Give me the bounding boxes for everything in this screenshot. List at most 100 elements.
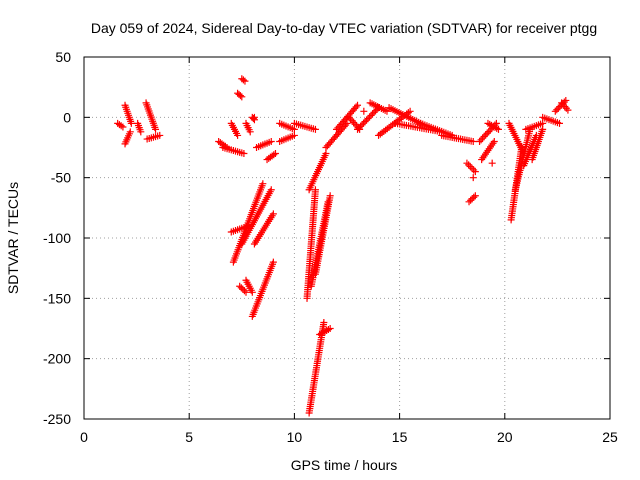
data-point bbox=[383, 107, 391, 115]
data-point bbox=[494, 125, 502, 133]
data-point bbox=[270, 151, 278, 159]
chart-title: Day 059 of 2024, Sidereal Day-to-day VTE… bbox=[91, 20, 597, 36]
x-tick-label: 10 bbox=[287, 429, 303, 445]
y-tick-label: -150 bbox=[43, 290, 71, 306]
y-tick-label: 50 bbox=[55, 49, 71, 65]
data-point bbox=[360, 107, 368, 115]
data-point bbox=[236, 282, 244, 290]
data-point bbox=[488, 159, 496, 167]
data-point bbox=[470, 166, 478, 174]
data-point bbox=[236, 92, 244, 100]
data-point bbox=[311, 186, 319, 194]
data-point bbox=[322, 150, 330, 158]
data-point bbox=[246, 128, 254, 136]
data-point bbox=[326, 192, 334, 200]
data-point bbox=[539, 125, 547, 133]
data-point bbox=[406, 107, 414, 115]
data-point bbox=[468, 195, 476, 203]
data-point bbox=[539, 119, 547, 127]
data-point bbox=[271, 150, 279, 158]
data-point bbox=[269, 258, 277, 266]
data-point bbox=[239, 76, 247, 84]
x-axis-label: GPS time / hours bbox=[291, 457, 398, 473]
data-point bbox=[370, 108, 378, 116]
data-point bbox=[465, 161, 473, 169]
data-point bbox=[350, 119, 358, 127]
data-point bbox=[468, 164, 476, 172]
data-point bbox=[358, 121, 366, 129]
y-tick-label: -50 bbox=[51, 170, 71, 186]
data-point bbox=[239, 285, 247, 293]
x-tick-label: 5 bbox=[185, 429, 193, 445]
data-point bbox=[480, 133, 488, 141]
data-point bbox=[355, 124, 363, 132]
data-points bbox=[114, 75, 572, 417]
data-point bbox=[466, 163, 474, 171]
data-point bbox=[137, 128, 145, 136]
data-point bbox=[351, 120, 359, 128]
data-point bbox=[248, 288, 256, 296]
data-point bbox=[348, 117, 356, 125]
data-point bbox=[249, 115, 257, 123]
data-point bbox=[360, 119, 368, 127]
data-point bbox=[259, 180, 267, 188]
y-tick-label: -100 bbox=[43, 230, 71, 246]
data-point bbox=[126, 128, 134, 136]
data-point bbox=[471, 168, 479, 176]
y-tick-label: -200 bbox=[43, 351, 71, 367]
data-point bbox=[482, 131, 490, 139]
data-point bbox=[553, 106, 561, 114]
data-point bbox=[477, 136, 485, 144]
data-point bbox=[556, 119, 564, 127]
data-point bbox=[366, 113, 374, 121]
x-tick-label: 20 bbox=[497, 429, 513, 445]
data-point bbox=[469, 137, 477, 145]
data-point bbox=[551, 107, 559, 115]
data-point bbox=[363, 116, 371, 124]
data-point bbox=[347, 115, 355, 123]
data-point bbox=[364, 115, 372, 123]
data-point bbox=[237, 284, 245, 292]
data-point bbox=[156, 131, 164, 139]
data-point bbox=[357, 122, 365, 130]
data-point bbox=[367, 111, 375, 119]
data-point bbox=[242, 288, 250, 296]
data-point bbox=[290, 131, 298, 139]
data-point bbox=[234, 131, 242, 139]
data-point bbox=[564, 106, 572, 114]
data-point bbox=[267, 186, 275, 194]
data-point bbox=[250, 113, 258, 121]
y-axis-label: SDTVAR / TECUs bbox=[5, 182, 21, 294]
data-point bbox=[483, 129, 491, 137]
x-tick-label: 25 bbox=[602, 429, 618, 445]
data-point bbox=[119, 123, 127, 131]
data-point bbox=[241, 77, 249, 85]
x-tick-label: 15 bbox=[392, 429, 408, 445]
data-point bbox=[490, 137, 498, 145]
data-point bbox=[127, 119, 135, 127]
data-point bbox=[467, 196, 475, 204]
data-point bbox=[470, 193, 478, 201]
data-point bbox=[485, 128, 493, 136]
data-point bbox=[240, 287, 248, 295]
data-point bbox=[238, 93, 246, 101]
data-point bbox=[471, 192, 479, 200]
data-point bbox=[311, 125, 319, 133]
data-point bbox=[562, 96, 570, 104]
y-tick-label: 0 bbox=[63, 109, 71, 125]
data-point bbox=[352, 103, 360, 111]
data-point bbox=[152, 125, 160, 133]
data-point bbox=[354, 125, 362, 133]
data-point bbox=[476, 137, 484, 145]
data-point bbox=[320, 318, 328, 326]
axes: 0 5 10 15 20 25 -250 -200 -150 -100 -50 0 50 bbox=[43, 49, 618, 445]
data-point bbox=[369, 110, 377, 118]
x-tick-label: 0 bbox=[80, 429, 88, 445]
data-point bbox=[469, 174, 477, 182]
data-point bbox=[518, 144, 526, 151]
data-point bbox=[465, 198, 473, 206]
data-point bbox=[290, 125, 298, 133]
data-point bbox=[345, 113, 353, 121]
data-point bbox=[354, 101, 362, 109]
